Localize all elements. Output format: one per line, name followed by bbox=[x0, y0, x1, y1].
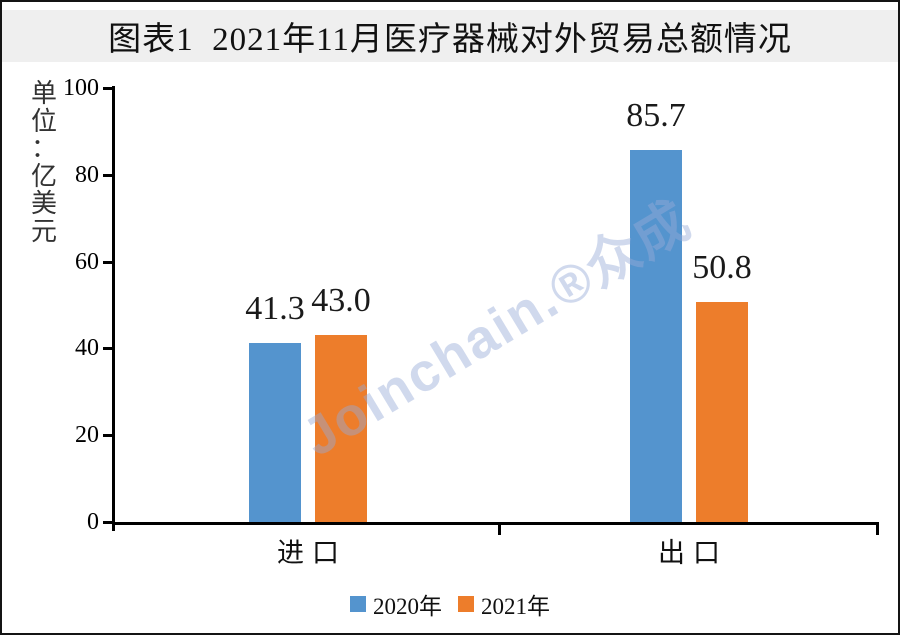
y-tick-mark bbox=[103, 347, 112, 351]
y-tick-label: 80 bbox=[75, 161, 99, 188]
unit-label-char: 元 bbox=[30, 216, 57, 246]
bar-value-label: 43.0 bbox=[311, 282, 371, 320]
y-tick-mark bbox=[103, 173, 112, 177]
y-tick-label: 0 bbox=[87, 509, 99, 535]
y-tick-label: 100 bbox=[63, 75, 99, 101]
y-tick-mark bbox=[103, 260, 112, 264]
legend-item-2020年: 2020年 bbox=[350, 587, 442, 621]
unit-label-char: 亿 bbox=[30, 161, 57, 191]
y-tick-label: 20 bbox=[75, 422, 99, 449]
x-category-label: 出口 bbox=[658, 538, 728, 568]
legend-label: 2021年 bbox=[481, 594, 550, 619]
title-band: 图表1 2021年11月医疗器械对外贸易总额情况 bbox=[2, 10, 898, 62]
bar-value-label: 41.3 bbox=[245, 289, 305, 327]
chart-title: 图表1 2021年11月医疗器械对外贸易总额情况 bbox=[108, 22, 792, 58]
unit-label-char: ： bbox=[30, 134, 57, 163]
y-axis-unit-label: 单位：亿美元 bbox=[28, 80, 60, 245]
legend-label: 2020年 bbox=[373, 594, 442, 619]
y-tick-label: 60 bbox=[75, 248, 99, 275]
x-tick-mark bbox=[498, 525, 501, 535]
y-tick-mark bbox=[103, 434, 112, 438]
bar-value-label: 85.7 bbox=[626, 97, 686, 135]
legend-item-2021年: 2021年 bbox=[458, 587, 550, 621]
unit-label-char: 位 bbox=[30, 106, 57, 136]
legend-swatch bbox=[350, 596, 366, 612]
y-axis-line bbox=[112, 86, 115, 531]
bar-2021年-出口 bbox=[696, 301, 748, 522]
x-axis-line bbox=[112, 522, 879, 525]
bar-2021年-进口 bbox=[315, 335, 367, 522]
unit-label-char: 单 bbox=[30, 79, 57, 108]
x-category-label: 进口 bbox=[277, 538, 347, 568]
bar-2020年-出口 bbox=[630, 150, 682, 522]
bar-2020年-进口 bbox=[249, 342, 301, 522]
legend-swatch bbox=[458, 596, 474, 612]
y-tick-mark bbox=[103, 87, 112, 90]
unit-label-char: 美 bbox=[30, 189, 57, 218]
y-tick-mark bbox=[103, 521, 112, 524]
y-tick-label: 40 bbox=[75, 335, 99, 362]
x-tick-mark bbox=[876, 525, 879, 535]
bar-value-label: 50.8 bbox=[692, 248, 752, 286]
legend: 2020年 2021年 bbox=[2, 586, 898, 622]
